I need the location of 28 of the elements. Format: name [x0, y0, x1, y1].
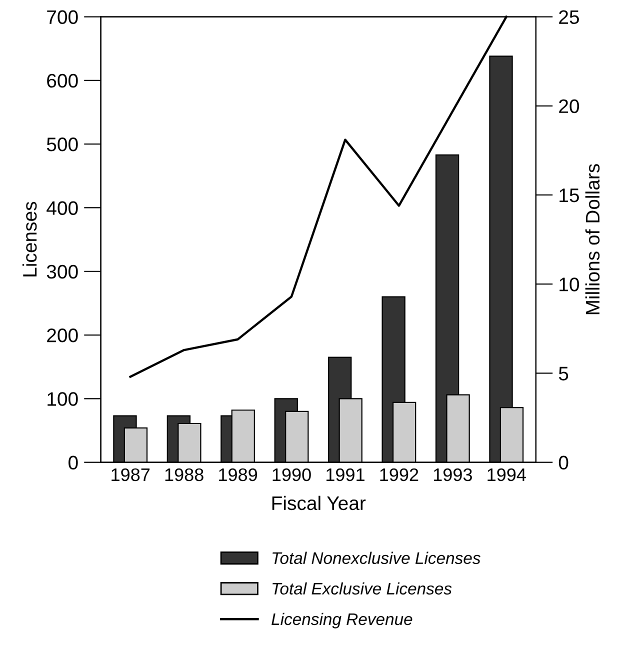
y-tick-label: 600 [47, 74, 78, 88]
x-tick-label: 1991 [326, 468, 364, 482]
legend-label: Licensing Revenue [272, 612, 412, 628]
x-axis-title: Fiscal Year [272, 496, 366, 510]
y2-tick-label: 5 [558, 366, 568, 380]
x-tick-label: 1988 [165, 468, 204, 482]
y-tick-label: 300 [46, 264, 78, 279]
y2-tick-label: 10 [560, 278, 580, 292]
x-tick-label: 1990 [272, 468, 311, 482]
y2-axis-title: Millions of Dollars [585, 164, 600, 314]
x-tick-label: 1992 [380, 468, 418, 482]
x-tick-label: 1989 [219, 468, 258, 482]
x-tick-label: 1987 [112, 468, 150, 482]
x-tick-label: 1993 [434, 468, 472, 482]
legend-label: Total Exclusive Licenses [272, 582, 452, 595]
y-tick-label: 0 [68, 456, 78, 470]
legend-label: Total Nonexclusive Licenses [272, 552, 480, 564]
y2-tick-label: 0 [558, 456, 568, 470]
y-tick-label: 400 [46, 201, 78, 215]
y-tick-label: 200 [47, 328, 78, 342]
y-tick-label: 500 [46, 138, 78, 152]
y-axis-title: Licenses [22, 202, 37, 276]
y2-tick-label: 15 [560, 188, 579, 202]
x-tick-label: 1994 [488, 468, 526, 482]
y2-tick-label: 25 [559, 10, 579, 24]
y-tick-label: 700 [47, 10, 78, 24]
y2-tick-label: 20 [559, 99, 580, 114]
y-tick-label: 100 [48, 392, 78, 406]
